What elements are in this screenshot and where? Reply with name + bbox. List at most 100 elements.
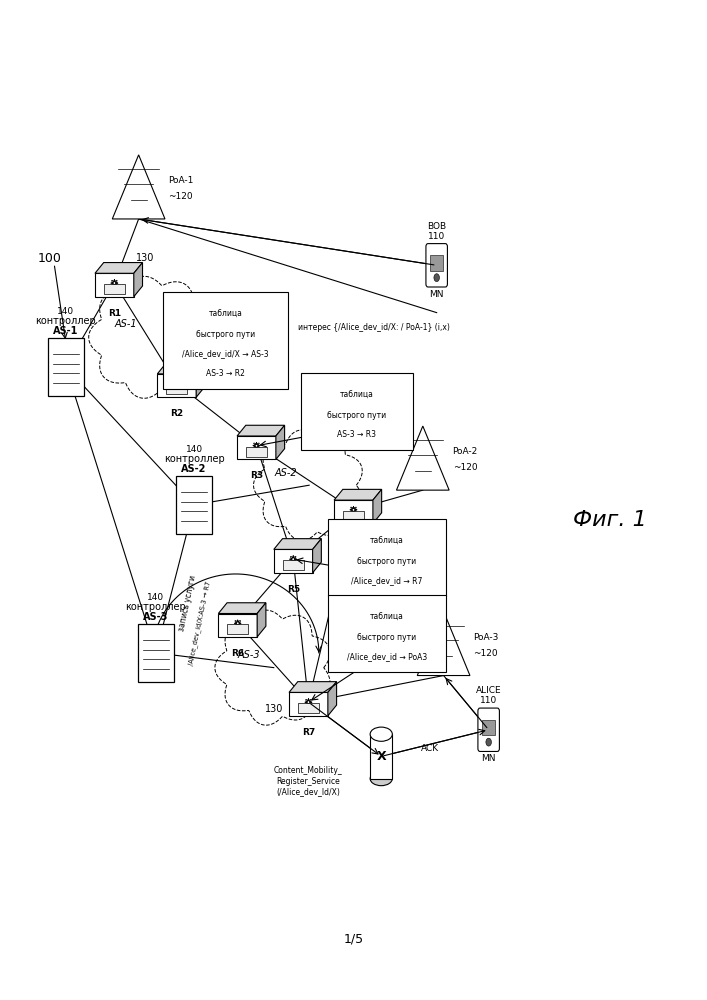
Text: ~120: ~120 bbox=[452, 463, 477, 472]
Text: PoA-1: PoA-1 bbox=[168, 176, 194, 185]
Polygon shape bbox=[334, 489, 382, 500]
Bar bbox=[298, 703, 319, 713]
Polygon shape bbox=[257, 603, 266, 637]
Text: 130: 130 bbox=[136, 253, 155, 263]
Text: R1: R1 bbox=[107, 309, 121, 318]
Text: PoA-2: PoA-2 bbox=[452, 447, 478, 456]
Ellipse shape bbox=[370, 771, 392, 786]
Text: ~120: ~120 bbox=[474, 649, 498, 658]
Polygon shape bbox=[88, 276, 214, 398]
Polygon shape bbox=[95, 273, 134, 297]
Polygon shape bbox=[274, 539, 322, 549]
Text: 1/5: 1/5 bbox=[344, 932, 363, 945]
FancyBboxPatch shape bbox=[163, 292, 288, 389]
Text: запись услуги: запись услуги bbox=[177, 575, 197, 632]
Bar bbox=[104, 284, 125, 294]
Text: таблица: таблица bbox=[209, 310, 243, 319]
Polygon shape bbox=[334, 500, 373, 524]
FancyBboxPatch shape bbox=[327, 595, 446, 672]
Text: ALICE: ALICE bbox=[476, 686, 501, 695]
Polygon shape bbox=[417, 611, 470, 676]
FancyBboxPatch shape bbox=[301, 373, 413, 450]
FancyBboxPatch shape bbox=[176, 476, 212, 534]
Text: /Alice_dev_id/X:AS-3 → R7: /Alice_dev_id/X:AS-3 → R7 bbox=[187, 580, 212, 666]
Bar bbox=[343, 511, 364, 521]
Text: таблица: таблица bbox=[370, 537, 404, 546]
Text: 140: 140 bbox=[57, 307, 74, 316]
Text: быстрого пути: быстрого пути bbox=[357, 633, 416, 642]
Polygon shape bbox=[289, 692, 328, 716]
Text: AS-1: AS-1 bbox=[53, 326, 78, 336]
Polygon shape bbox=[274, 549, 312, 573]
Text: AS-3: AS-3 bbox=[144, 612, 169, 622]
Text: AS-2: AS-2 bbox=[274, 468, 297, 478]
Polygon shape bbox=[112, 155, 165, 219]
Bar bbox=[283, 560, 304, 570]
Text: быстрого пути: быстрого пути bbox=[357, 557, 416, 566]
Polygon shape bbox=[196, 363, 205, 397]
Text: Фиг. 1: Фиг. 1 bbox=[573, 510, 647, 530]
Polygon shape bbox=[218, 614, 257, 637]
Polygon shape bbox=[134, 263, 143, 297]
Text: MN: MN bbox=[429, 290, 444, 299]
Bar bbox=[430, 255, 443, 271]
Text: PoA-3: PoA-3 bbox=[474, 633, 498, 642]
Polygon shape bbox=[397, 426, 449, 490]
Circle shape bbox=[486, 738, 491, 746]
Text: /Alice_dev_id/X → AS-3: /Alice_dev_id/X → AS-3 bbox=[182, 350, 269, 359]
Text: BOB: BOB bbox=[427, 222, 446, 231]
Text: контроллер: контроллер bbox=[164, 454, 224, 464]
Text: R5: R5 bbox=[286, 585, 300, 594]
FancyBboxPatch shape bbox=[478, 708, 499, 751]
Polygon shape bbox=[276, 425, 285, 459]
Bar bbox=[482, 720, 495, 735]
Polygon shape bbox=[254, 430, 362, 540]
Text: 110: 110 bbox=[428, 232, 445, 241]
Text: 140: 140 bbox=[147, 593, 165, 602]
Text: R4: R4 bbox=[347, 535, 360, 544]
Text: 100: 100 bbox=[38, 252, 62, 265]
Polygon shape bbox=[218, 603, 266, 614]
Polygon shape bbox=[312, 539, 322, 573]
Text: /Alice_dev_id → PoA3: /Alice_dev_id → PoA3 bbox=[346, 652, 427, 661]
Text: интерес {/Alice_dev_id/X: / PoA-1} (i,x): интерес {/Alice_dev_id/X: / PoA-1} (i,x) bbox=[298, 323, 450, 332]
Text: 110: 110 bbox=[480, 696, 497, 705]
Ellipse shape bbox=[370, 727, 392, 741]
Text: /Alice_dev_id → R7: /Alice_dev_id → R7 bbox=[351, 576, 423, 585]
Bar bbox=[166, 385, 187, 394]
Bar bbox=[246, 447, 267, 457]
Text: ACK: ACK bbox=[421, 744, 439, 753]
Text: быстрого пути: быстрого пути bbox=[327, 411, 387, 420]
FancyBboxPatch shape bbox=[48, 338, 84, 396]
Text: AS-1: AS-1 bbox=[114, 319, 136, 329]
Polygon shape bbox=[95, 263, 143, 273]
Text: R7: R7 bbox=[302, 728, 315, 737]
Text: контроллер: контроллер bbox=[35, 316, 96, 326]
Text: AS-3 → R3: AS-3 → R3 bbox=[337, 430, 376, 439]
FancyBboxPatch shape bbox=[327, 519, 446, 596]
Text: R2: R2 bbox=[170, 409, 183, 418]
Polygon shape bbox=[158, 363, 205, 374]
Polygon shape bbox=[237, 436, 276, 459]
Polygon shape bbox=[158, 374, 196, 397]
Text: AS-3 → R2: AS-3 → R2 bbox=[206, 369, 245, 378]
Text: 130: 130 bbox=[264, 704, 283, 714]
FancyBboxPatch shape bbox=[426, 244, 448, 287]
Text: быстрого пути: быстрого пути bbox=[196, 330, 255, 339]
Text: Content_Mobility_
Register_Service
(/Alice_dev_Id/X): Content_Mobility_ Register_Service (/Ali… bbox=[274, 766, 343, 796]
Polygon shape bbox=[328, 682, 337, 716]
Text: AS-2: AS-2 bbox=[182, 464, 206, 474]
Text: X: X bbox=[376, 750, 386, 763]
Circle shape bbox=[434, 274, 440, 282]
Polygon shape bbox=[215, 610, 330, 725]
Polygon shape bbox=[237, 425, 285, 436]
Polygon shape bbox=[289, 682, 337, 692]
Text: контроллер: контроллер bbox=[126, 602, 187, 612]
Text: R6: R6 bbox=[231, 649, 245, 658]
Polygon shape bbox=[373, 489, 382, 524]
Text: R3: R3 bbox=[250, 471, 263, 480]
Bar bbox=[370, 734, 392, 779]
Text: AS-3: AS-3 bbox=[238, 650, 260, 660]
FancyBboxPatch shape bbox=[138, 624, 174, 682]
Text: 140: 140 bbox=[185, 445, 203, 454]
